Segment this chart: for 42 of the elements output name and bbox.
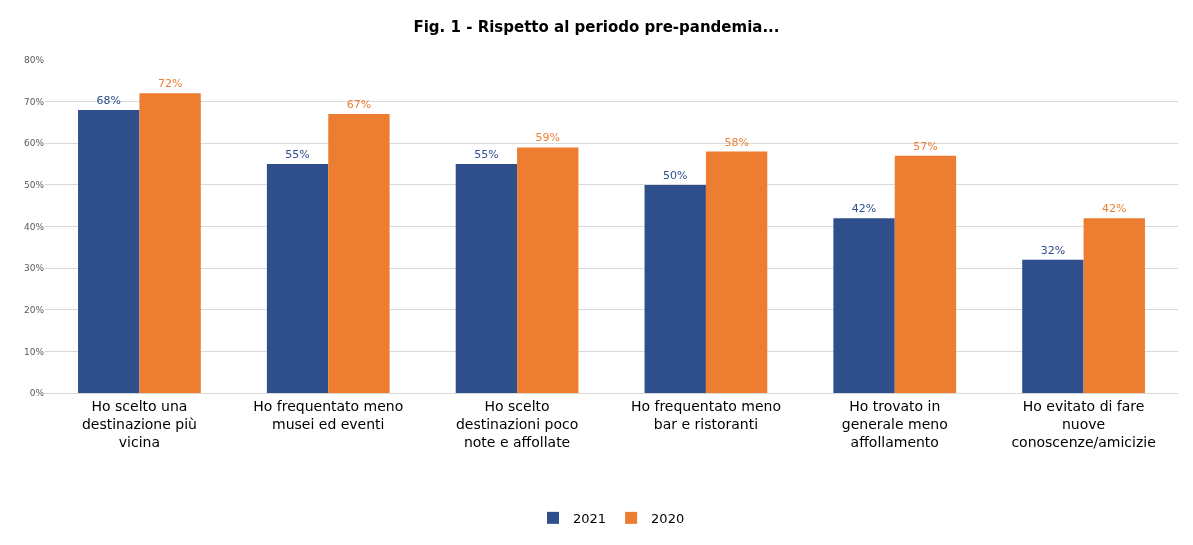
bar: [328, 114, 390, 393]
bar: [139, 93, 201, 393]
data-label: 42%: [1102, 202, 1127, 216]
x-tick-label: Ho evitato di fare nuove conoscenze/amicizie: [1011, 397, 1156, 451]
data-label: 55%: [285, 148, 310, 162]
bar: [833, 218, 895, 393]
bar: [644, 184, 706, 393]
bar: [78, 109, 140, 393]
bar: [1083, 218, 1145, 393]
chart-title: Fig. 1 - Rispetto al periodo pre-pandemia...: [413, 18, 780, 37]
bar: [455, 164, 518, 393]
y-tick-label: 30%: [23, 263, 45, 274]
data-label: 72%: [157, 77, 183, 91]
bar: [894, 155, 957, 393]
data-label: 32%: [1040, 243, 1066, 257]
bar: [266, 164, 329, 393]
bar: [1022, 259, 1084, 393]
y-tick-label: 0%: [29, 388, 45, 399]
x-tick-label: Ho scelto una destinazione più vicina: [81, 397, 197, 451]
data-label: 50%: [663, 168, 688, 182]
legend-label: 2020: [651, 510, 685, 526]
data-label: 59%: [535, 131, 560, 145]
y-tick-label: 50%: [23, 180, 45, 191]
data-label: 42%: [851, 202, 877, 216]
y-tick-label: 60%: [23, 138, 45, 149]
y-tick-label: 70%: [23, 96, 45, 107]
y-tick-label: 20%: [23, 304, 45, 315]
data-label: 68%: [96, 93, 121, 107]
data-label: 67%: [346, 98, 372, 112]
y-tick-label: 40%: [23, 221, 45, 232]
x-tick-label: Ho frequentato meno musei ed eventi: [253, 397, 404, 432]
x-tick-label: Ho trovato in generale meno affollamento: [841, 397, 948, 451]
legend-label: 2021: [573, 510, 607, 526]
y-tick-label: 80%: [23, 55, 45, 66]
x-tick-label: Ho frequentato meno bar e ristoranti: [630, 397, 781, 432]
bar: [517, 147, 579, 393]
data-label: 58%: [724, 135, 749, 149]
data-label: 57%: [913, 139, 938, 153]
data-label: 55%: [474, 148, 499, 162]
bar: [705, 151, 768, 393]
y-tick-label: 10%: [23, 346, 45, 357]
x-tick-label: Ho scelto destinazioni poco note e affollate: [455, 397, 579, 451]
